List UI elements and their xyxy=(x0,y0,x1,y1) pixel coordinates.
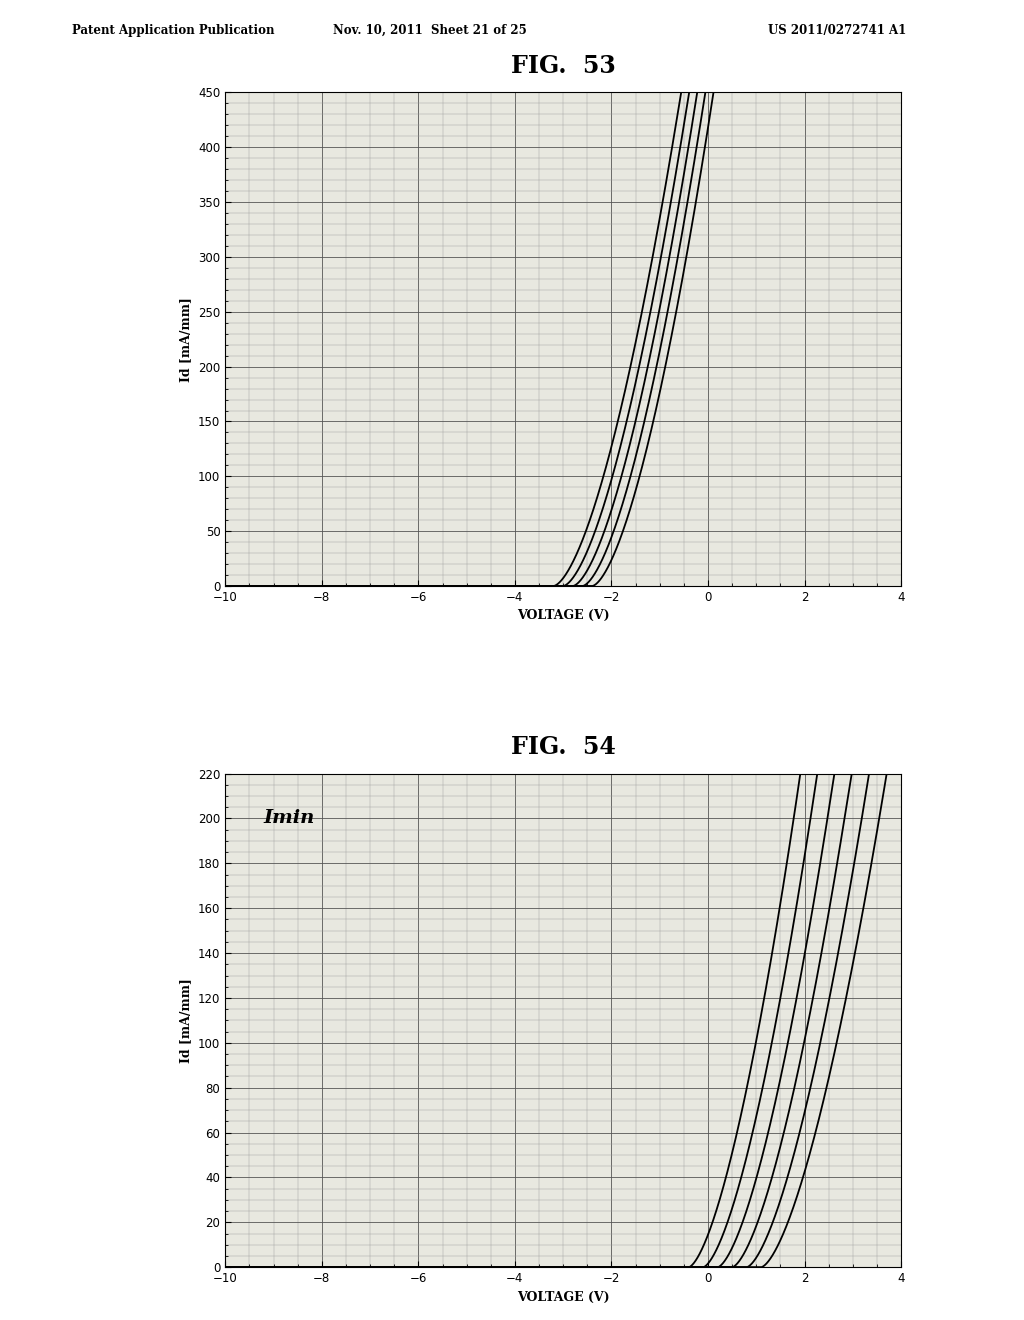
Text: Nov. 10, 2011  Sheet 21 of 25: Nov. 10, 2011 Sheet 21 of 25 xyxy=(333,24,527,37)
Text: US 2011/0272741 A1: US 2011/0272741 A1 xyxy=(768,24,906,37)
Text: Patent Application Publication: Patent Application Publication xyxy=(72,24,274,37)
Y-axis label: Id [mA/mm]: Id [mA/mm] xyxy=(179,978,193,1063)
Title: FIG.  53: FIG. 53 xyxy=(511,54,615,78)
Title: FIG.  54: FIG. 54 xyxy=(511,735,615,759)
Text: Imin: Imin xyxy=(264,809,315,826)
X-axis label: VOLTAGE (V): VOLTAGE (V) xyxy=(517,1291,609,1304)
X-axis label: VOLTAGE (V): VOLTAGE (V) xyxy=(517,610,609,623)
Y-axis label: Id [mA/mm]: Id [mA/mm] xyxy=(179,297,193,381)
